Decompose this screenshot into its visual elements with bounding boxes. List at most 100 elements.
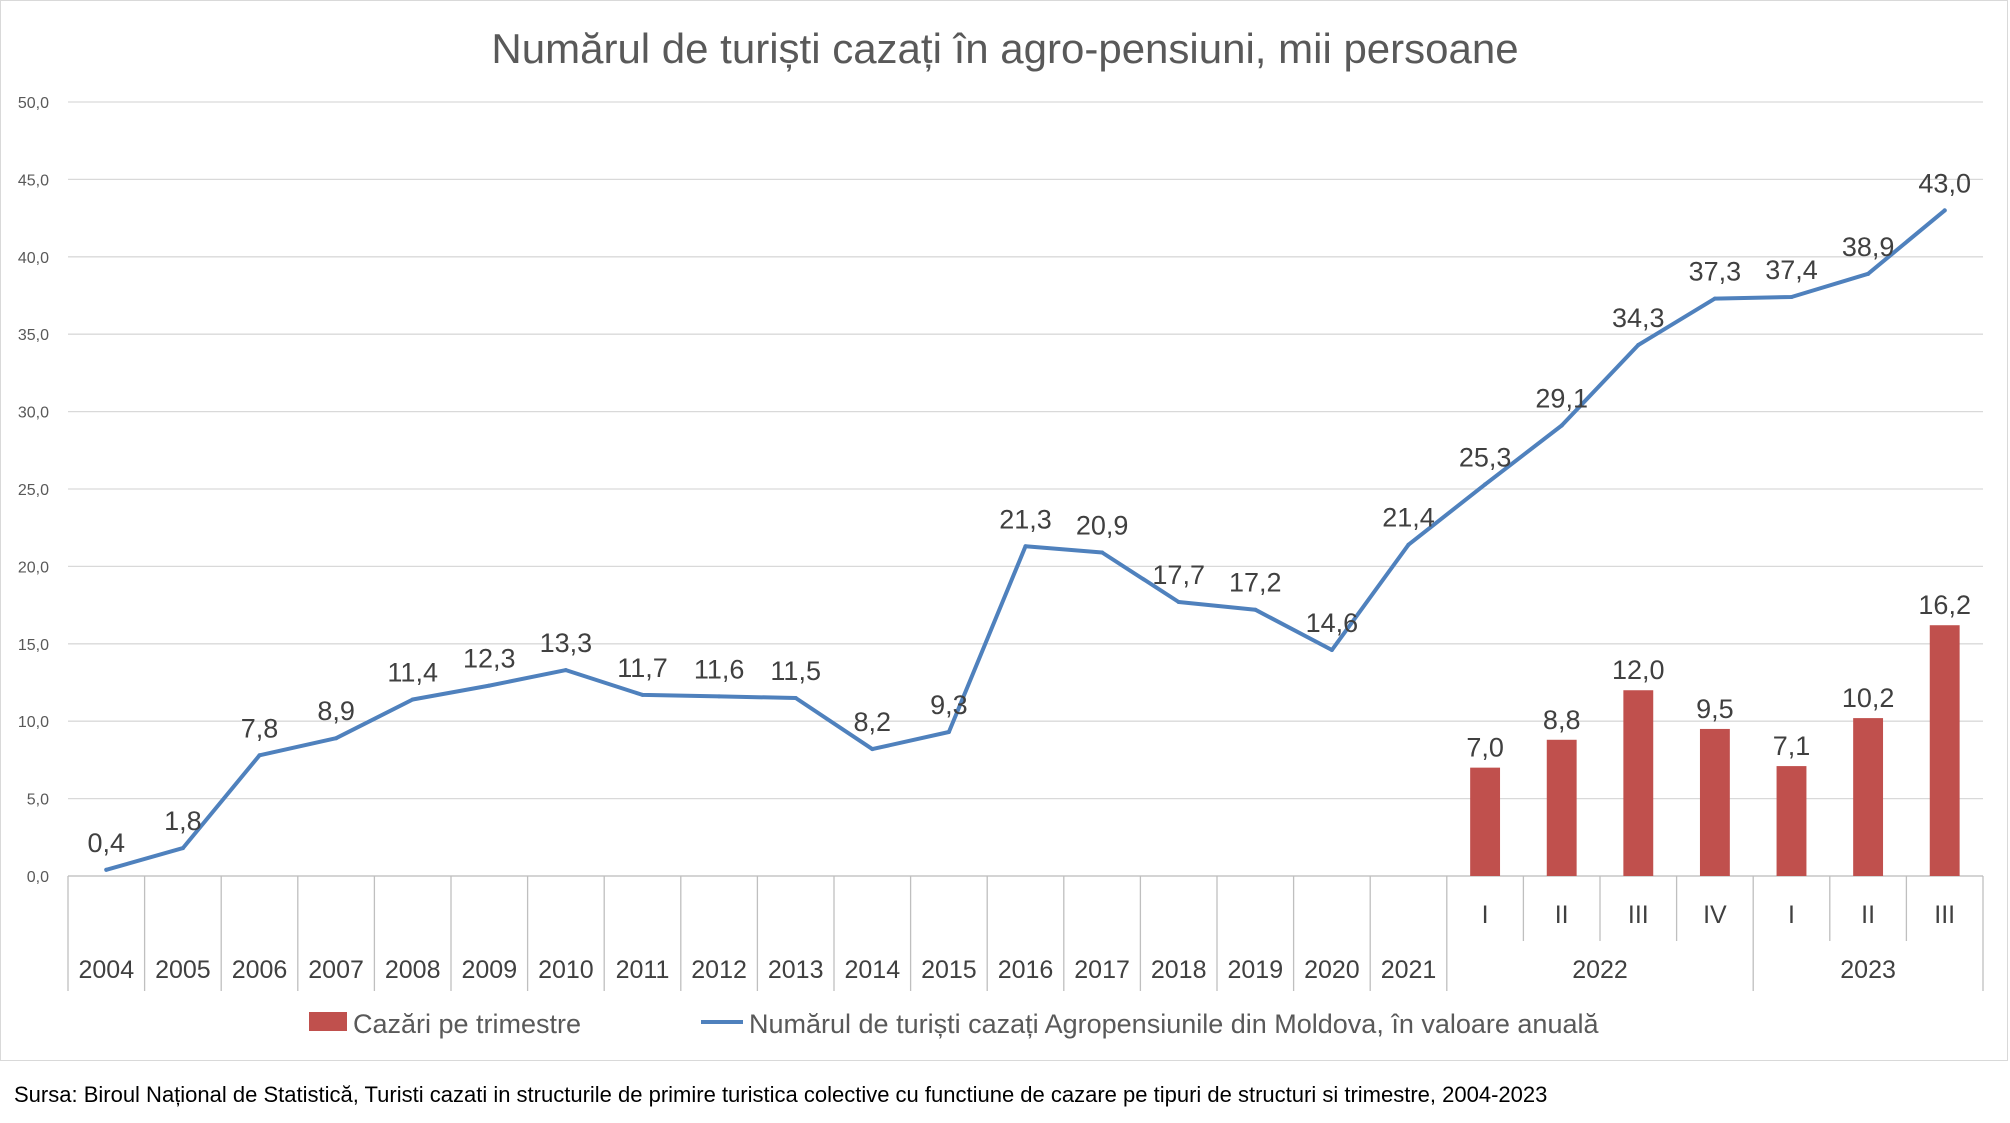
- bar: [1699, 728, 1730, 876]
- gridlines: [68, 101, 1983, 877]
- chart-title: Numărul de turiști cazați în agro-pensiu…: [491, 25, 1518, 72]
- x-group-label: 2023: [1840, 956, 1896, 984]
- bar: [1470, 767, 1501, 876]
- line-data-label: 1,8: [164, 806, 202, 836]
- line-point: [257, 753, 262, 758]
- line-data-label: 21,4: [1382, 503, 1435, 533]
- bar-data-label: 8,8: [1543, 705, 1581, 735]
- bar: [1623, 690, 1654, 876]
- line-data-label: 29,1: [1535, 384, 1588, 414]
- source-note: Sursa: Biroul Național de Statistică, Tu…: [14, 1082, 1548, 1107]
- line-point: [1559, 423, 1564, 428]
- line-data-label: 20,9: [1076, 510, 1129, 540]
- y-tick-label: 45,0: [18, 172, 49, 189]
- y-tick-label: 30,0: [18, 405, 49, 422]
- line-point: [1636, 343, 1641, 348]
- x-tick-label: I: [1482, 901, 1489, 929]
- legend-bar-swatch: [309, 1012, 347, 1031]
- x-tick-label: 2011: [616, 956, 670, 984]
- legend-bar-label: Cazări pe trimestre: [353, 1009, 581, 1039]
- x-tick-label: 2019: [1227, 956, 1283, 984]
- x-tick-label: 2014: [844, 956, 900, 984]
- line-data-label: 37,4: [1765, 255, 1818, 285]
- x-tick-label: 2006: [232, 956, 288, 984]
- y-axis-ticks: 0,0 5,0 10,0 15,0 20,0 25,0 30,0 35,0 40,0 45,0 50…: [18, 95, 49, 886]
- x-tick-label: I: [1788, 901, 1795, 929]
- bar-series: [1470, 625, 1960, 876]
- line-point: [870, 747, 875, 752]
- line-data-label: 14,6: [1306, 608, 1359, 638]
- y-tick-label: 5,0: [27, 792, 49, 809]
- bar-data-label: 12,0: [1612, 655, 1665, 685]
- line-point: [946, 730, 951, 735]
- line-point: [640, 692, 645, 697]
- y-tick-label: 10,0: [18, 714, 49, 731]
- line-point: [1483, 482, 1488, 487]
- x-tick-label: 2021: [1381, 956, 1437, 984]
- x-tick-label: IV: [1703, 901, 1727, 929]
- line-data-label: 21,3: [999, 504, 1052, 534]
- line-data-label: 13,3: [540, 628, 593, 658]
- bar-data-label: 10,2: [1842, 683, 1895, 713]
- line-data-label: 7,8: [241, 713, 279, 743]
- line-data-label: 11,6: [694, 654, 745, 684]
- line-data-label: 8,2: [854, 707, 892, 737]
- line-series: [104, 208, 1947, 872]
- line-path: [104, 208, 1947, 872]
- line-data-label: 12,3: [463, 644, 516, 674]
- line-data-label: 0,4: [88, 828, 126, 858]
- line-point: [717, 694, 722, 699]
- y-tick-label: 50,0: [18, 95, 49, 112]
- x-tick-label: 2020: [1304, 956, 1360, 984]
- line-data-label: 37,3: [1689, 257, 1742, 287]
- bar-data-label: 9,5: [1696, 694, 1734, 724]
- x-tick-label: III: [1628, 901, 1649, 929]
- x-tick-label: 2013: [768, 956, 824, 984]
- line-data-label: 11,4: [387, 658, 438, 688]
- bar-data-label: 16,2: [1918, 590, 1971, 620]
- line-data-label: 9,3: [930, 690, 968, 720]
- y-tick-label: 0,0: [27, 869, 49, 886]
- x-tick-label: 2009: [461, 956, 517, 984]
- line-point: [563, 668, 568, 673]
- line-point: [1176, 600, 1181, 605]
- line-point: [1712, 296, 1717, 301]
- bar: [1546, 739, 1577, 876]
- x-tick-label: 2007: [308, 956, 364, 984]
- chart-frame: Numărul de turiști cazați în agro-pensiu…: [0, 0, 2008, 1061]
- legend: Cazări pe trimestre Numărul de turiști c…: [309, 1009, 1599, 1039]
- line-point: [334, 736, 339, 741]
- x-tick-label: 2005: [155, 956, 211, 984]
- line-point: [487, 683, 492, 688]
- legend-line-label: Numărul de turiști cazați Agropensiunile…: [749, 1009, 1599, 1039]
- x-tick-label: II: [1861, 901, 1875, 929]
- chart-svg: Numărul de turiști cazați în agro-pensiu…: [18, 25, 1984, 1039]
- line-point: [1866, 271, 1871, 276]
- x-tick-label: II: [1555, 901, 1569, 929]
- x-tick-label: 2016: [998, 956, 1054, 984]
- x-tick-label: 2012: [691, 956, 747, 984]
- x-tick-label: 2004: [78, 956, 134, 984]
- line-point: [1253, 607, 1258, 612]
- y-tick-label: 15,0: [18, 637, 49, 654]
- line-data-label: 11,7: [617, 653, 668, 683]
- line-data-label: 34,3: [1612, 303, 1665, 333]
- line-data-label: 11,5: [770, 656, 821, 686]
- bar-data-label: 7,0: [1466, 733, 1504, 763]
- line-point: [1100, 550, 1105, 555]
- x-tick-label: 2018: [1151, 956, 1207, 984]
- line-data-label: 43,0: [1918, 168, 1971, 198]
- bar: [1776, 766, 1807, 876]
- x-tick-label: 2010: [538, 956, 594, 984]
- line-data-label: 38,9: [1842, 232, 1895, 262]
- bar: [1853, 718, 1884, 876]
- y-tick-label: 25,0: [18, 482, 49, 499]
- x-tick-label: 2008: [385, 956, 441, 984]
- data-labels: 7,0 8,8 12,0 9,5 7,1 10,2 16,2 0,4 1,8 7,8 8,9 11,4…: [88, 168, 1971, 857]
- bar: [1929, 625, 1960, 876]
- line-point: [1789, 295, 1794, 300]
- x-tick-label: 2015: [921, 956, 977, 984]
- x-tick-label: 2017: [1074, 956, 1130, 984]
- x-group-label: 2022: [1572, 956, 1628, 984]
- y-tick-label: 35,0: [18, 327, 49, 344]
